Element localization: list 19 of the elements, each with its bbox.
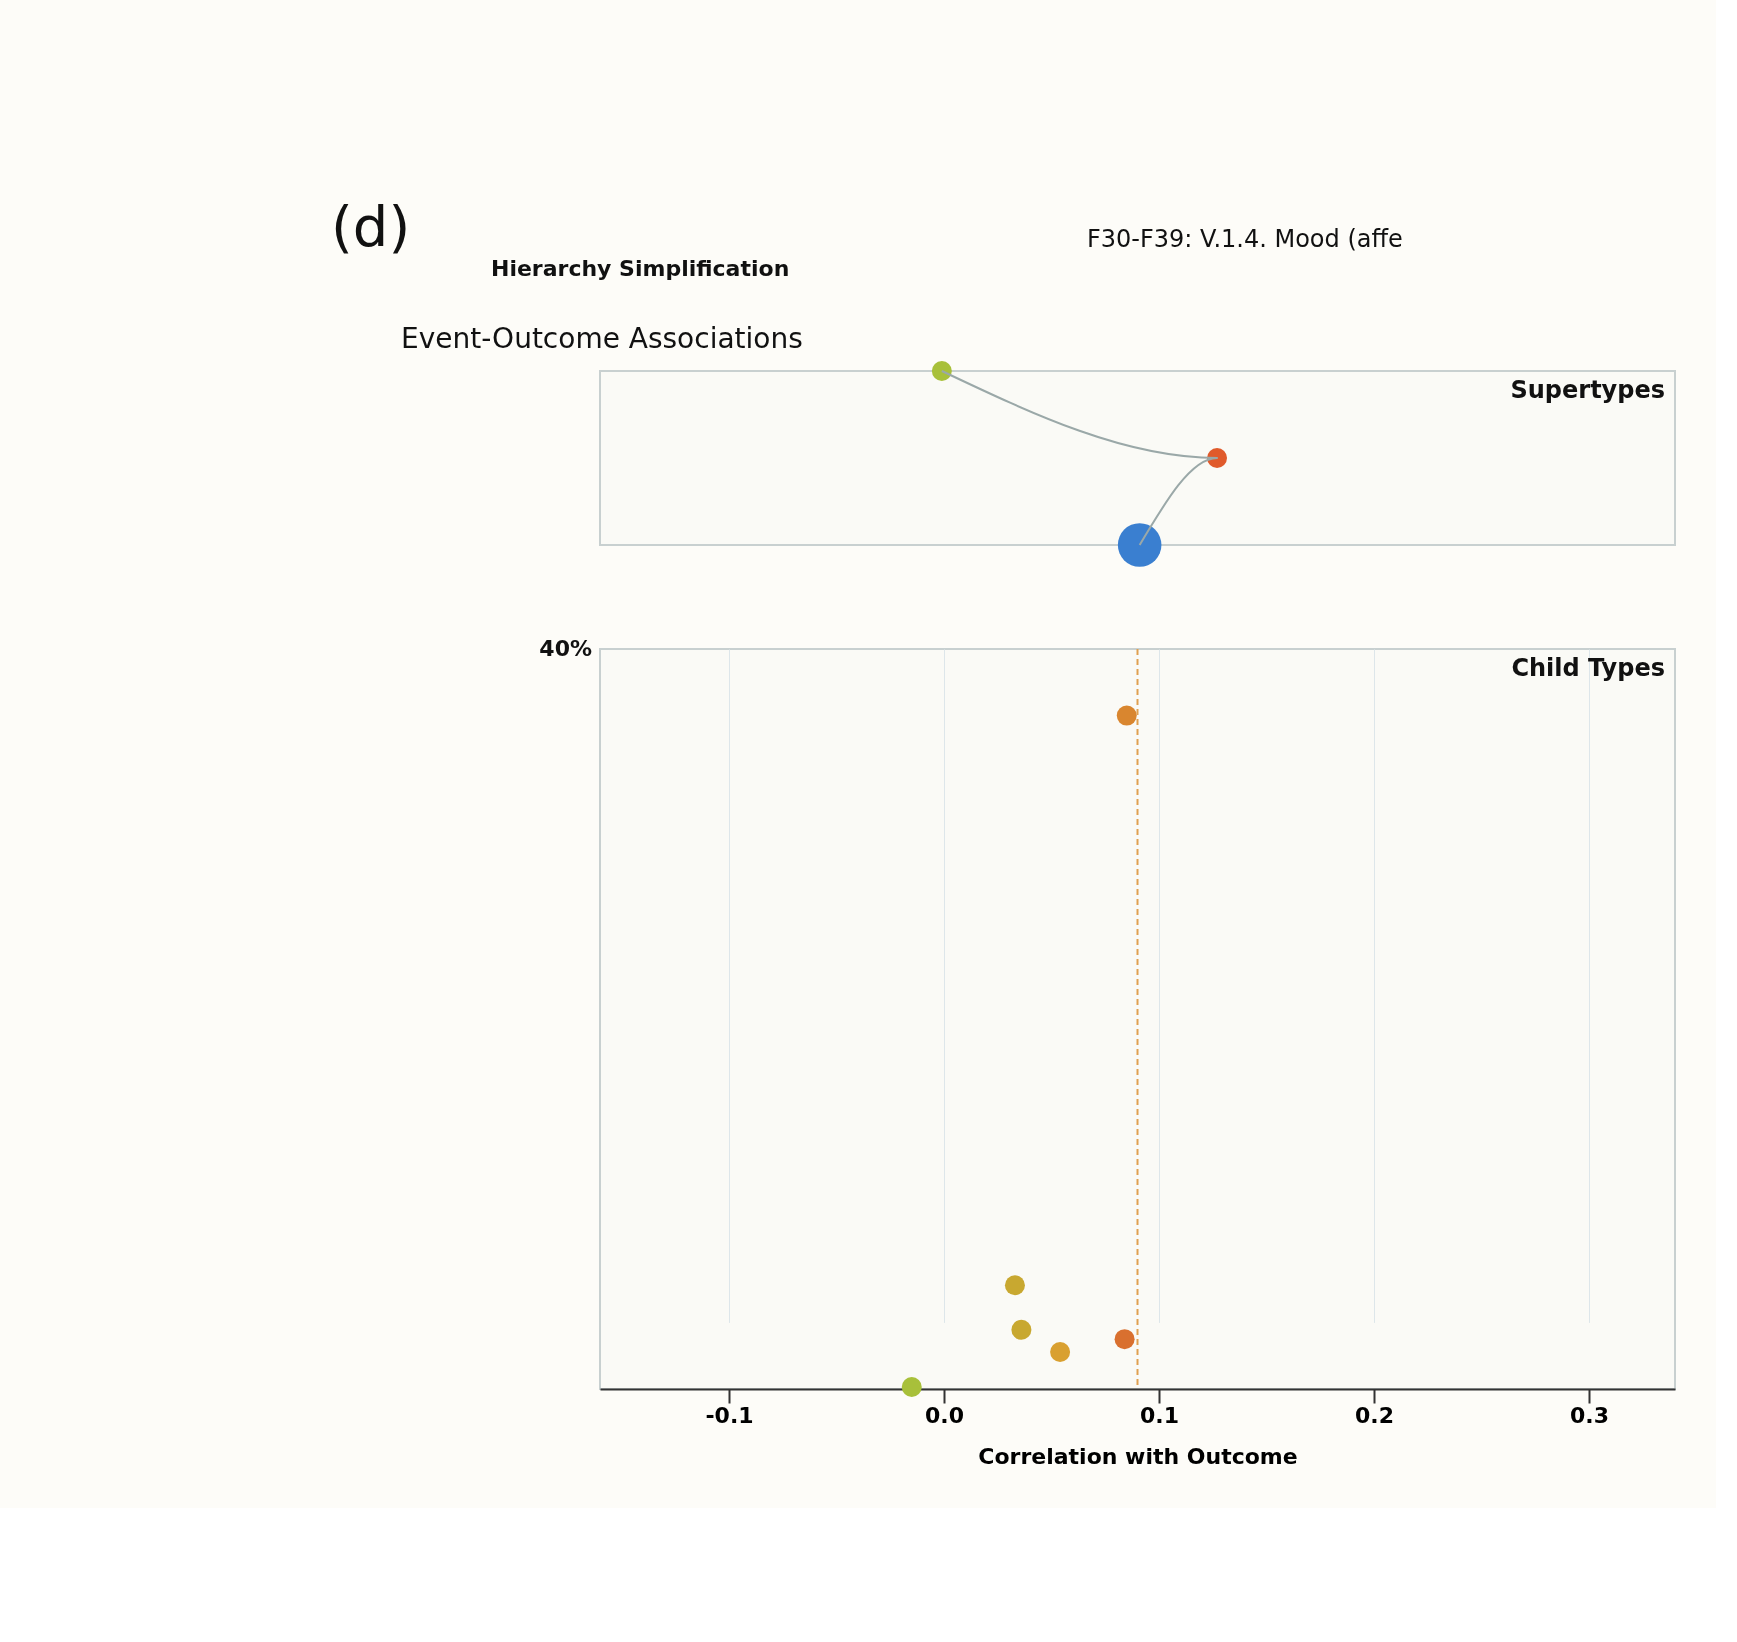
point bbox=[1050, 1341, 1071, 1362]
text: Event-Outcome Associations bbox=[401, 322, 803, 355]
point bbox=[901, 1377, 922, 1397]
point bbox=[1116, 705, 1137, 726]
point bbox=[1004, 1275, 1025, 1296]
x-tick-label: 0.2 bbox=[1355, 1402, 1394, 1428]
x-axis-title: Correlation with Outcome bbox=[978, 1443, 1298, 1469]
text: Hierarchy Simplification bbox=[491, 256, 790, 281]
point bbox=[1011, 1319, 1032, 1340]
x-tick-label: 0.0 bbox=[925, 1402, 964, 1428]
x-tick-label: 0.1 bbox=[1140, 1402, 1179, 1428]
point bbox=[1114, 1329, 1135, 1350]
x-tick-label: -0.1 bbox=[705, 1402, 754, 1428]
text: (d) bbox=[331, 194, 411, 259]
text: 40% bbox=[539, 636, 592, 661]
chart-title: Child Types bbox=[1511, 654, 1665, 682]
text: F30-F39: V.1.4. Mood (affe bbox=[1087, 225, 1403, 253]
x-tick-label: 0.3 bbox=[1570, 1402, 1609, 1428]
chart-title: Supertypes bbox=[1510, 376, 1665, 404]
